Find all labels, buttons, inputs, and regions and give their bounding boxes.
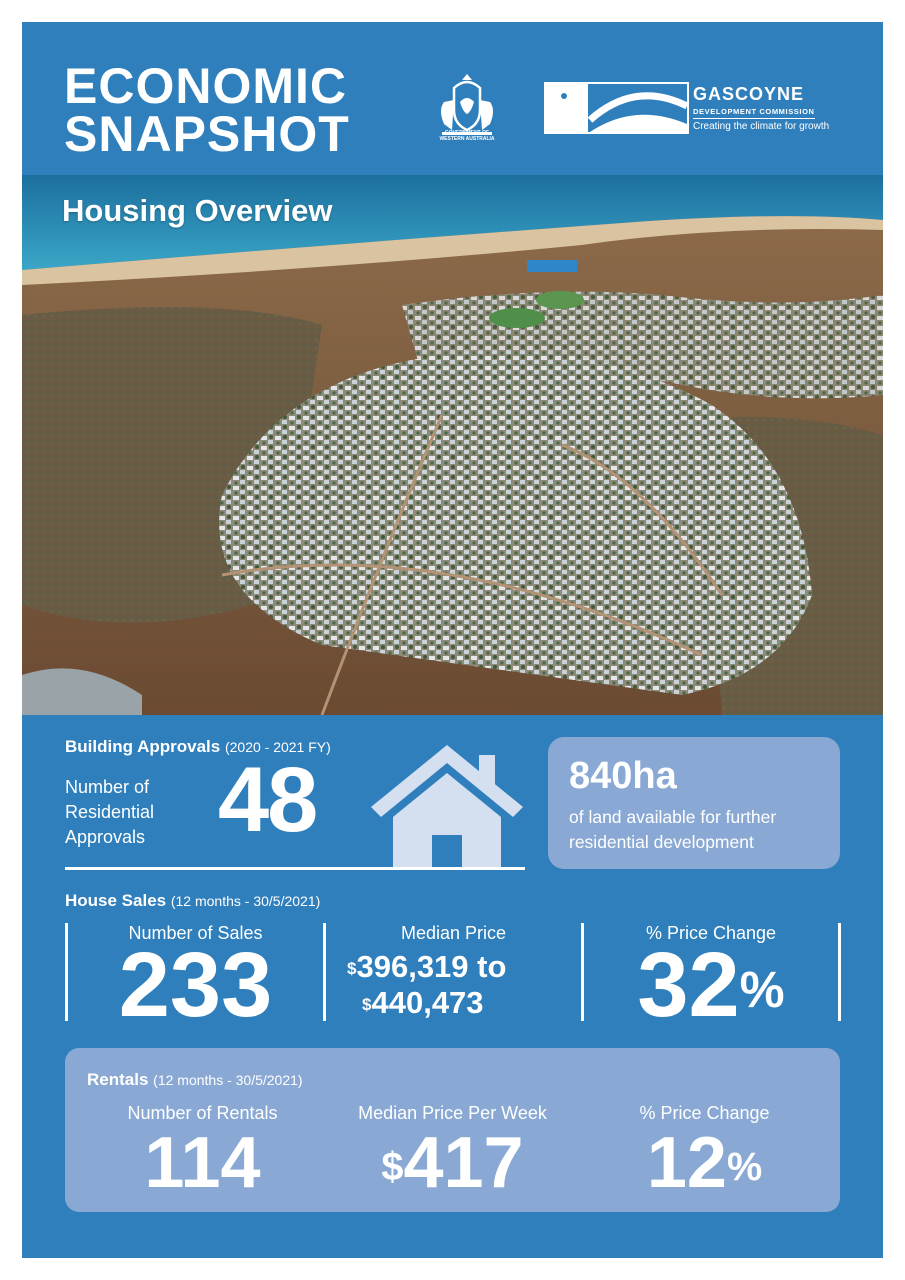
- sales-change-label: % Price Change: [645, 923, 777, 943]
- gdc-subtitle: DEVELOPMENT COMMISSION: [693, 107, 815, 119]
- house-sales-row: Number of Sales 233 Median Price $396,31…: [65, 923, 841, 1035]
- aerial-town-photo: Housing Overview: [22, 175, 883, 715]
- gov-wa-text: GOVERNMENT OF WESTERN AUSTRALIA: [439, 130, 495, 142]
- sales-count-value: 233: [118, 934, 273, 1036]
- rentals-median-label: Median Price Per Week: [358, 1103, 547, 1123]
- header: ECONOMIC SNAPSHOT GOVERNMENT OF WESTERN …: [22, 22, 883, 175]
- median-price-high: $440,473: [362, 985, 484, 1020]
- gdc-tagline: Creating the climate for growth: [693, 121, 830, 132]
- house-sales-heading: House Sales (12 months - 30/5/2021): [65, 891, 321, 910]
- rentals-count-label: Number of Rentals: [127, 1103, 278, 1123]
- sales-divider-1: [65, 923, 68, 1021]
- aerial-photo-illustration: [22, 175, 883, 715]
- economic-snapshot-sheet: ECONOMIC SNAPSHOT GOVERNMENT OF WESTERN …: [22, 22, 883, 1258]
- sales-divider-4: [838, 923, 841, 1021]
- gdc-name: GASCOYNE: [693, 84, 805, 104]
- sales-divider-3: [581, 923, 584, 1021]
- section-title-housing-overview: Housing Overview: [62, 193, 333, 228]
- title-line-1: ECONOMIC: [64, 58, 347, 114]
- gdc-logo-icon: [544, 82, 689, 134]
- rentals-change-value: 12%: [646, 1123, 763, 1203]
- rentals-median-value: $417: [381, 1123, 524, 1203]
- land-description: of land available for further residentia…: [569, 807, 777, 852]
- title-line-2: SNAPSHOT: [64, 106, 350, 162]
- building-approvals-heading: Building Approvals (2020 - 2021 FY): [65, 737, 331, 756]
- sales-count-label: Number of Sales: [128, 923, 263, 943]
- page-title: ECONOMIC SNAPSHOT: [64, 58, 350, 162]
- median-price-label: Median Price: [400, 923, 507, 943]
- land-value: 840ha: [569, 755, 677, 797]
- rentals-count-value: 114: [144, 1123, 261, 1203]
- rentals-heading: Rentals (12 months - 30/5/2021): [87, 1070, 303, 1089]
- rentals-card: Rentals (12 months - 30/5/2021) Number o…: [65, 1048, 840, 1212]
- approvals-divider: [65, 867, 525, 870]
- rentals-change-label: % Price Change: [639, 1103, 770, 1123]
- sales-divider-2: [323, 923, 326, 1021]
- median-price-low: $396,319 to: [347, 949, 507, 984]
- sales-change-value: 32%: [637, 934, 785, 1036]
- approvals-label: Number of Residential Approvals: [65, 777, 155, 847]
- wa-government-crest-icon: [441, 74, 493, 135]
- approvals-value: 48: [218, 749, 318, 851]
- stats-panel: Building Approvals (2020 - 2021 FY) Numb…: [22, 715, 883, 1258]
- land-available-card: 840ha of land available for further resi…: [548, 737, 840, 869]
- house-icon: [371, 745, 523, 867]
